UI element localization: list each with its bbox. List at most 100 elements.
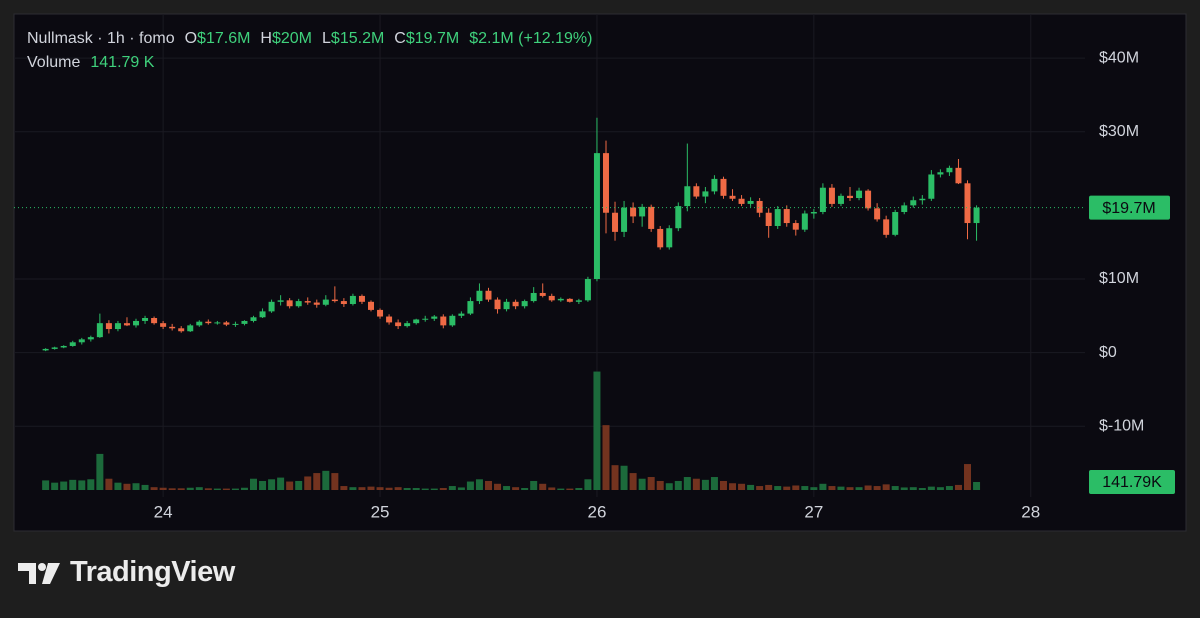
volume-bar [638, 478, 646, 490]
ohlc-value: $20M [271, 30, 313, 47]
candle-body [467, 301, 474, 314]
volume-bar [954, 484, 962, 490]
candle-body [928, 174, 935, 199]
ohlc-label: L [322, 30, 331, 47]
candle-body [837, 195, 844, 204]
volume-bar [195, 487, 203, 490]
ohlc-label: H [260, 30, 272, 47]
candle-body [503, 301, 510, 310]
volume-bar [964, 464, 972, 490]
candle-body [196, 321, 203, 326]
volume-bar [231, 488, 239, 490]
candle-body [440, 316, 447, 326]
candle-body [358, 295, 365, 302]
volume-bar [521, 488, 529, 490]
volume-bar [882, 484, 890, 490]
volume-bar [268, 479, 276, 490]
ohlc-value: $17.6M [197, 30, 251, 47]
candle-body [593, 153, 600, 279]
candle-body [675, 206, 682, 229]
candle-body [295, 301, 302, 307]
candle-body [178, 328, 185, 332]
volume-bar [286, 481, 294, 490]
volume-bar [575, 488, 583, 490]
volume-bar [213, 488, 221, 490]
volume-bar [313, 473, 321, 490]
candle-body [169, 326, 176, 329]
candle-body [87, 337, 94, 340]
candle-body [548, 295, 555, 301]
candle-body [413, 319, 420, 324]
volume-bar [132, 483, 140, 490]
candle-body [747, 200, 754, 204]
candle-body [657, 228, 664, 248]
candle-body [901, 205, 908, 213]
candle-body [756, 200, 763, 213]
candle-body [60, 345, 67, 348]
candle-body [286, 300, 293, 307]
volume-bar [710, 477, 718, 490]
candle-body [937, 172, 944, 175]
candle-body [738, 198, 745, 204]
volume-bar [123, 483, 131, 490]
volume-bar [105, 478, 113, 490]
candle-body [955, 167, 962, 184]
volume-bar [277, 477, 285, 490]
volume-bar [421, 488, 429, 490]
candle-body [874, 208, 881, 220]
volume-bar [403, 488, 411, 490]
candle-body [123, 323, 130, 326]
volume-bar [674, 480, 682, 490]
ohlc-label: C [394, 30, 406, 47]
volume-bar [593, 371, 601, 490]
x-tick-label: 24 [154, 502, 173, 521]
candle-body [214, 322, 221, 324]
candle-body [612, 212, 619, 232]
volume-bar [349, 487, 357, 490]
candle-body [810, 212, 817, 214]
volume-bar [774, 486, 782, 490]
volume-bar [204, 488, 212, 490]
candle-body [223, 322, 230, 325]
volume-bar [783, 486, 791, 490]
candle-body [458, 313, 465, 316]
candle-body [232, 323, 239, 325]
candle-body [259, 311, 266, 318]
ohlc-label: O [184, 30, 198, 47]
candle-body [630, 207, 637, 217]
candle-body [160, 323, 167, 327]
volume-bar [927, 486, 935, 490]
candle-body [250, 317, 257, 321]
volume-bar [340, 486, 348, 490]
volume-bar [873, 486, 881, 490]
candle-body [883, 219, 890, 235]
volume-bar [819, 483, 827, 490]
volume-bar [792, 485, 800, 490]
volume-bar [891, 486, 899, 490]
volume-bar [512, 487, 520, 490]
volume-bar [837, 486, 845, 490]
candle-body [105, 323, 112, 330]
volume-bar [78, 480, 86, 490]
y-tick-label: $40M [1099, 49, 1139, 66]
volume-bar [629, 473, 637, 490]
candle-body [377, 309, 384, 317]
candle-body [684, 186, 691, 207]
candle-body [575, 300, 582, 302]
chart-header: Nullmask · 1h · fomo O$17.6M H$20M L$15.2M C… [27, 27, 592, 75]
volume-bar [69, 479, 77, 490]
volume-bar [701, 479, 709, 490]
last-volume-label: 141.79K [1102, 474, 1162, 491]
brand-logo [18, 563, 60, 584]
candle-body [819, 187, 826, 213]
candle-body [946, 167, 953, 173]
volume-bar [665, 483, 673, 490]
volume-bar [548, 487, 556, 490]
volume-bar [855, 487, 863, 490]
volume-bar [719, 480, 727, 490]
volume-bar [945, 486, 953, 490]
volume-bar [973, 482, 981, 490]
candle-body [241, 320, 248, 324]
candle-body [340, 301, 347, 305]
candle-body [69, 342, 76, 346]
